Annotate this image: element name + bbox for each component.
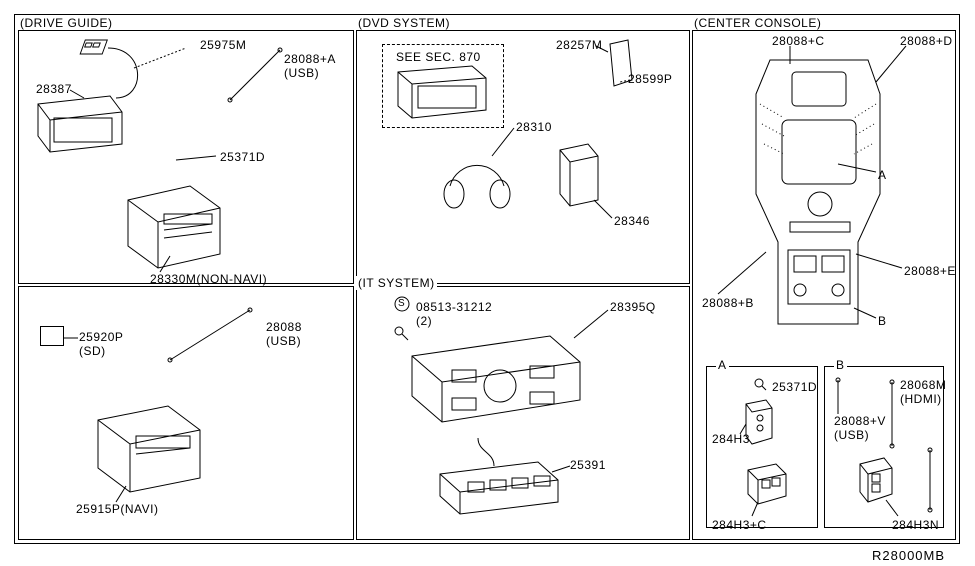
label-b-ptr: B [878,314,887,328]
leader-284h3c [752,502,762,518]
label-usb-a: (USB) [284,66,319,80]
sd-card-icon [40,326,64,346]
label-25920p: 25920P [79,330,123,344]
label-28088v: 28088+V [834,414,886,428]
leader-25371d [176,154,220,164]
dvd-screen [392,66,492,120]
label-a-ptr: A [878,168,887,182]
leader-28395q [574,310,610,340]
leader-28346 [594,200,616,220]
label-25371d: 25371D [220,150,265,164]
label-08513: 08513-31212 [416,300,492,314]
leader-b [854,308,878,322]
label-284h3n: 284H3N [892,518,939,532]
wire-28068m [888,380,896,450]
leader-25920p [64,336,80,342]
label-28088e: 28088+E [904,264,956,278]
label-28395q: 28395Q [610,300,656,314]
label-28088b: 28088+B [702,296,754,310]
leader-28330m [160,256,180,274]
leader-28088b [718,252,768,296]
label-28088: 28088 [266,320,302,334]
label-sd: (SD) [79,344,106,358]
label-s: S [398,298,405,309]
detail-b-title: B [834,358,847,372]
label-28068m: 28068M [900,378,946,392]
label-284h3c: 284H3+C [712,518,767,532]
switch-assy-28395q [400,326,590,426]
label-28310: 28310 [516,120,552,134]
center-console-title: (CENTER CONSOLE) [692,16,823,30]
switch-25391 [434,438,564,514]
leader-284h3n [886,500,900,518]
label-28599p: 28599P [628,72,672,86]
label-see870: SEE SEC. 870 [396,50,481,64]
drive-guide-title: (DRIVE GUIDE) [18,16,115,30]
label-28088c: 28088+C [772,34,825,48]
label-28330m: 28330M(NON-NAVI) [150,272,267,286]
screw-a-icon [754,378,768,392]
label-28346: 28346 [614,214,650,228]
leader-28257m [596,44,610,54]
leader-28088d [876,46,908,86]
label-usb3: (USB) [834,428,869,442]
jack-284h3n [856,456,896,504]
leader-28599p [620,80,632,90]
jack-284h3c [744,462,790,506]
label-28387: 28387 [36,82,72,96]
label-usb2: (USB) [266,334,301,348]
label-25371d2: 25371D [772,380,817,394]
label-25391: 25391 [570,458,606,472]
label-28088a: 28088+A [284,52,336,66]
leader-284h3 [740,424,750,436]
it-system-title: (IT SYSTEM) [356,276,437,290]
diagram-id: R28000MB [872,548,945,563]
detail-a-title: A [716,358,729,372]
box-25915p [90,400,210,496]
antenna-wire-28088 [170,310,260,370]
leader-25391 [552,466,572,476]
leader-25915p [116,486,130,504]
dvd-system-title: (DVD SYSTEM) [356,16,452,30]
antenna-wire-a [230,50,290,110]
label-25915p: 25915P(NAVI) [76,502,158,516]
leader-28088c [788,46,792,66]
display-unit-28387 [30,96,130,156]
wire-right-b [926,448,934,514]
label-hdmi: (HDMI) [900,392,942,406]
leader-28088e [856,254,904,272]
leader-a [838,160,878,176]
leader-28387 [70,82,90,100]
leader-28310 [492,128,516,158]
